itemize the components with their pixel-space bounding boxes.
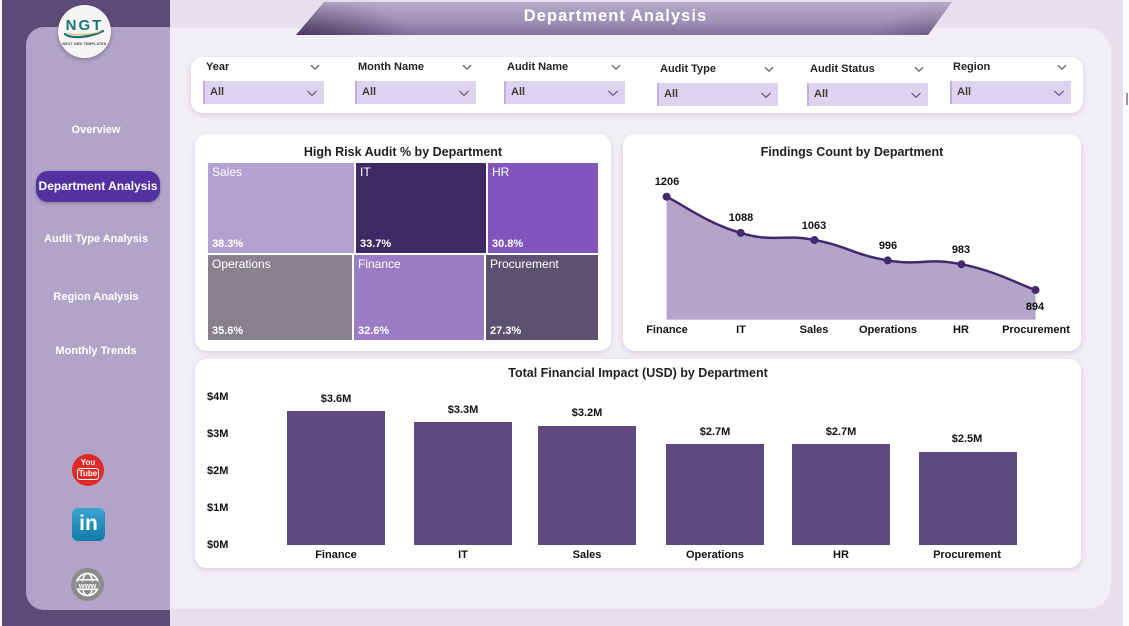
svg-text:www: www (78, 581, 97, 590)
